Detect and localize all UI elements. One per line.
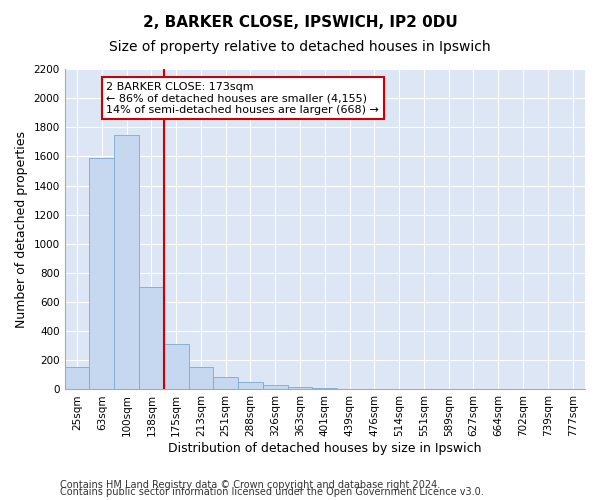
Bar bbox=[214, 377, 238, 390]
X-axis label: Distribution of detached houses by size in Ipswich: Distribution of detached houses by size … bbox=[168, 442, 482, 455]
Text: Size of property relative to detached houses in Ipswich: Size of property relative to detached ho… bbox=[109, 40, 491, 54]
Bar bbox=[164, 344, 188, 390]
Bar bbox=[89, 158, 114, 390]
Text: 2 BARKER CLOSE: 173sqm
← 86% of detached houses are smaller (4,155)
14% of semi-: 2 BARKER CLOSE: 173sqm ← 86% of detached… bbox=[106, 82, 379, 115]
Bar bbox=[139, 288, 164, 390]
Bar bbox=[238, 382, 263, 390]
Bar bbox=[263, 385, 287, 390]
Bar bbox=[313, 388, 337, 390]
Text: 2, BARKER CLOSE, IPSWICH, IP2 0DU: 2, BARKER CLOSE, IPSWICH, IP2 0DU bbox=[143, 15, 457, 30]
Bar bbox=[188, 367, 214, 390]
Bar bbox=[287, 387, 313, 390]
Y-axis label: Number of detached properties: Number of detached properties bbox=[15, 130, 28, 328]
Text: Contains HM Land Registry data © Crown copyright and database right 2024.: Contains HM Land Registry data © Crown c… bbox=[60, 480, 440, 490]
Bar bbox=[114, 134, 139, 390]
Bar bbox=[65, 367, 89, 390]
Text: Contains public sector information licensed under the Open Government Licence v3: Contains public sector information licen… bbox=[60, 487, 484, 497]
